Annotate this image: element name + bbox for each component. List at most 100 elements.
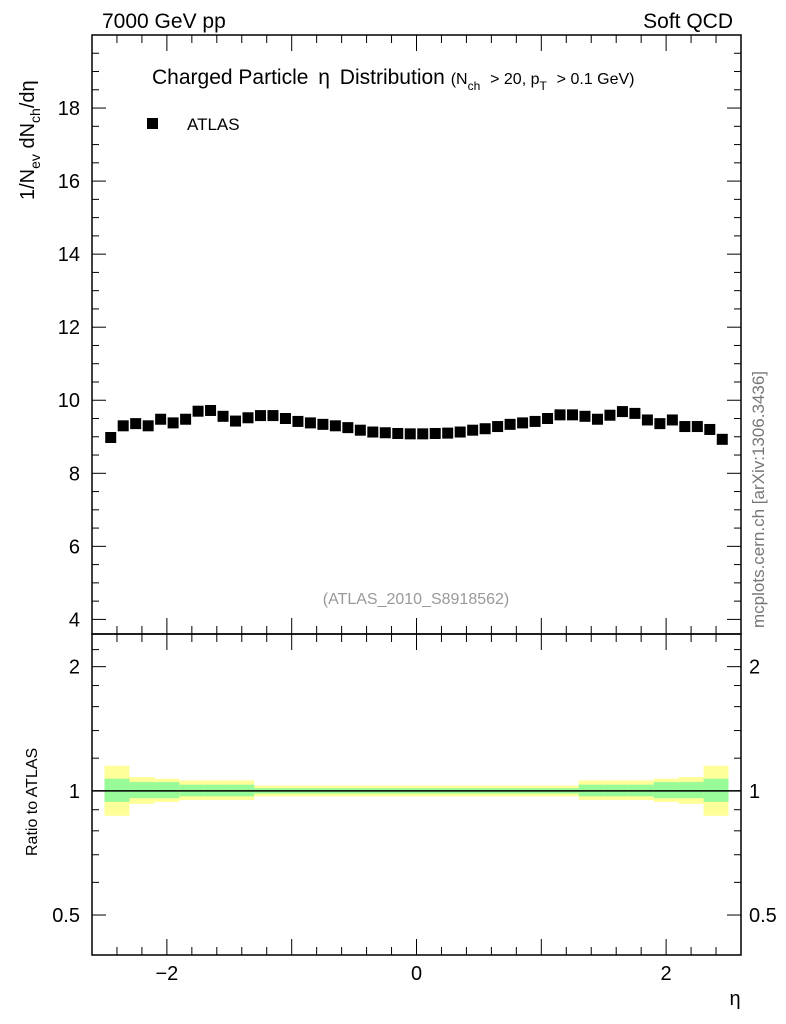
data-point [267, 410, 279, 422]
legend-label-atlas: ATLAS [187, 115, 240, 134]
main-y-axis-label: 1/Nev dNch/dη [17, 80, 43, 200]
data-point [654, 418, 666, 430]
ratio-y-tick-label-left: 0.5 [52, 905, 80, 927]
main-y-tick-label: 12 [58, 317, 80, 339]
data-point [704, 423, 716, 435]
data-point [304, 417, 316, 429]
data-point [454, 426, 466, 438]
main-y-tick-labels: 4 6 8 10 12 14 16 18 [58, 98, 80, 631]
data-point [117, 420, 129, 432]
data-point [567, 409, 579, 421]
y-label-a: 1/N [17, 169, 39, 200]
data-point [317, 418, 329, 430]
data-point [329, 420, 341, 432]
plot-title-cut-sub-ch: ch [468, 79, 481, 93]
data-point [429, 427, 441, 439]
data-point [417, 428, 429, 440]
ratio-ticks [92, 634, 741, 955]
legend-marker-atlas [147, 118, 158, 129]
plot-title: Charged Particle η Distribution (Nch > 2… [152, 66, 635, 95]
data-point [379, 427, 391, 439]
legend: ATLAS [147, 115, 240, 134]
data-point [230, 415, 242, 427]
data-point [492, 421, 504, 433]
main-y-tick-label: 6 [69, 536, 80, 558]
plot-title-main: Charged Particle [152, 66, 308, 89]
data-point [354, 424, 366, 436]
data-point [167, 417, 179, 429]
data-point [666, 414, 678, 426]
y-label-c: /dη [17, 80, 39, 108]
main-y-tick-label: 18 [58, 98, 80, 120]
data-point [342, 422, 354, 434]
plot-title-eta: η [318, 66, 330, 89]
data-point [504, 418, 516, 430]
side-label: mcplots.cern.ch [arXiv:1306.3436] [749, 371, 768, 628]
plot-title-cut-close: > 0.1 GeV) [557, 71, 635, 88]
data-point [442, 427, 454, 439]
x-tick-label: 0 [411, 963, 422, 985]
x-tick-label: −2 [155, 963, 178, 985]
main-y-tick-label: 14 [58, 244, 80, 266]
data-point [392, 427, 404, 439]
main-ticks [92, 34, 741, 634]
main-y-tick-label: 8 [69, 463, 80, 485]
data-point [279, 413, 291, 425]
header-right: Soft QCD [643, 10, 733, 33]
data-point [242, 412, 254, 424]
y-label-sub-ev: ev [27, 154, 43, 169]
ratio-y-tick-labels: 0.5 0.5 1 1 2 2 [52, 657, 777, 927]
x-axis-label: η [729, 988, 740, 1010]
data-point [716, 433, 728, 445]
data-point [105, 431, 117, 443]
data-point [479, 423, 491, 435]
main-y-tick-label: 4 [69, 609, 80, 631]
data-point [292, 415, 304, 427]
x-tick-label: 2 [661, 963, 672, 985]
ratio-y-tick-label-left: 2 [69, 657, 80, 679]
header-left: 7000 GeV pp [102, 10, 226, 33]
plot-title-cut-open: (N [451, 71, 468, 88]
ratio-y-axis-label: Ratio to ATLAS [24, 748, 41, 856]
data-point [180, 413, 192, 425]
data-point [467, 424, 479, 436]
ratio-y-tick-label-right: 1 [749, 781, 760, 803]
ratio-y-tick-label-left: 1 [69, 781, 80, 803]
data-point [367, 426, 379, 438]
data-point [679, 421, 691, 433]
data-point [404, 428, 416, 440]
ratio-panel: 0.5 0.5 1 1 2 2 −2 0 2 Ratio to ATLAS η [24, 633, 777, 1010]
data-point [591, 413, 603, 425]
data-point [616, 406, 628, 418]
data-point [217, 410, 229, 422]
data-point [604, 409, 616, 421]
data-point [254, 410, 266, 422]
data-point [629, 407, 641, 419]
main-y-tick-label: 16 [58, 171, 80, 193]
data-point [192, 405, 204, 417]
data-point [554, 409, 566, 421]
plot-title-dist: Distribution [340, 66, 445, 89]
data-point [205, 404, 217, 416]
analysis-annotation: (ATLAS_2010_S8918562) [323, 591, 510, 608]
data-point [529, 415, 541, 427]
data-point [517, 417, 529, 429]
data-point [691, 421, 703, 433]
data-point [542, 413, 554, 425]
main-panel: 4 6 8 10 12 14 16 18 Charged Particle η Distrib… [17, 34, 742, 635]
plot-title-cut-sub-t: T [539, 79, 547, 93]
ratio-y-tick-label-right: 2 [749, 657, 760, 679]
data-point [142, 420, 154, 432]
y-label-b: dN [17, 123, 39, 154]
data-point [579, 410, 591, 422]
ratio-y-tick-label-right: 0.5 [749, 905, 777, 927]
x-tick-labels: −2 0 2 [155, 963, 671, 985]
y-label-sub-ch: ch [27, 108, 43, 123]
data-point [130, 418, 142, 430]
data-point [641, 414, 653, 426]
data-point [155, 413, 167, 425]
main-y-tick-label: 10 [58, 390, 80, 412]
plot-title-cut-mid: > 20, p [490, 71, 539, 88]
data-series-atlas [105, 404, 728, 445]
